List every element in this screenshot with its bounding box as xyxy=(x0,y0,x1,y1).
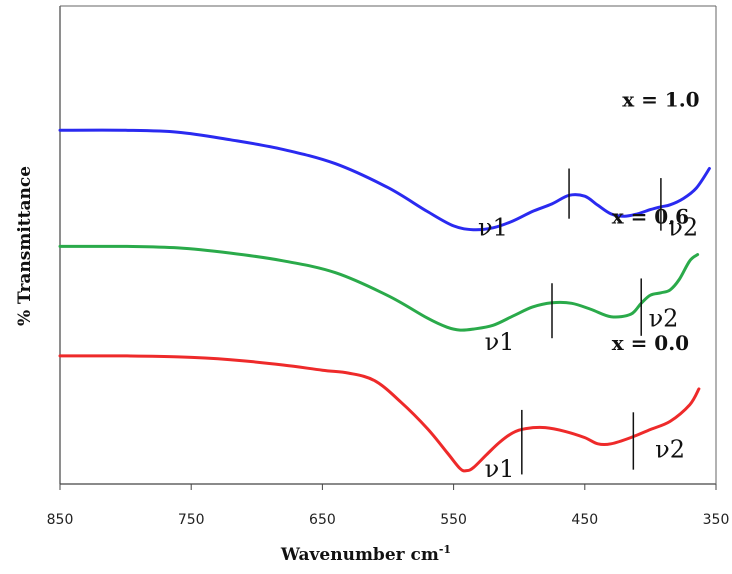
curve-label: x = 0.0 xyxy=(612,331,689,355)
series-layer xyxy=(58,128,711,473)
x-tick-label: 850 xyxy=(47,512,74,528)
band-marker-label: ν2 xyxy=(655,436,685,464)
plot-area xyxy=(59,5,717,485)
band-marker-label: ν1 xyxy=(478,213,508,241)
curve-label: x = 0.6 xyxy=(612,204,689,228)
curve-label-layer: x = 1.0 x = 0.6 x = 0.0 xyxy=(612,87,700,355)
x-tick-label: 550 xyxy=(440,512,467,528)
x-tick-label: 750 xyxy=(178,512,205,528)
x-axis-ticks: 850 750 650 550 450 350 xyxy=(47,484,730,528)
series-line-1 xyxy=(58,244,700,332)
series-line-0 xyxy=(58,128,711,232)
y-axis-title: % Transmittance xyxy=(15,166,35,326)
x-tick-label: 650 xyxy=(309,512,336,528)
x-tick-label: 450 xyxy=(571,512,598,528)
band-marker-layer: ν1 ν2 ν1 ν2 ν1 ν2 xyxy=(478,168,698,483)
curve-label: x = 1.0 xyxy=(622,87,699,111)
band-marker-label: ν1 xyxy=(485,328,515,356)
series-line-2 xyxy=(58,354,701,473)
band-marker-label: ν1 xyxy=(485,455,515,483)
x-axis-title: Wavenumber cm-1 xyxy=(280,543,451,565)
band-marker-label: ν2 xyxy=(668,213,698,241)
band-marker-label: ν2 xyxy=(649,304,679,332)
x-tick-label: 350 xyxy=(703,512,730,528)
x-axis-title-superscript: -1 xyxy=(439,543,451,556)
